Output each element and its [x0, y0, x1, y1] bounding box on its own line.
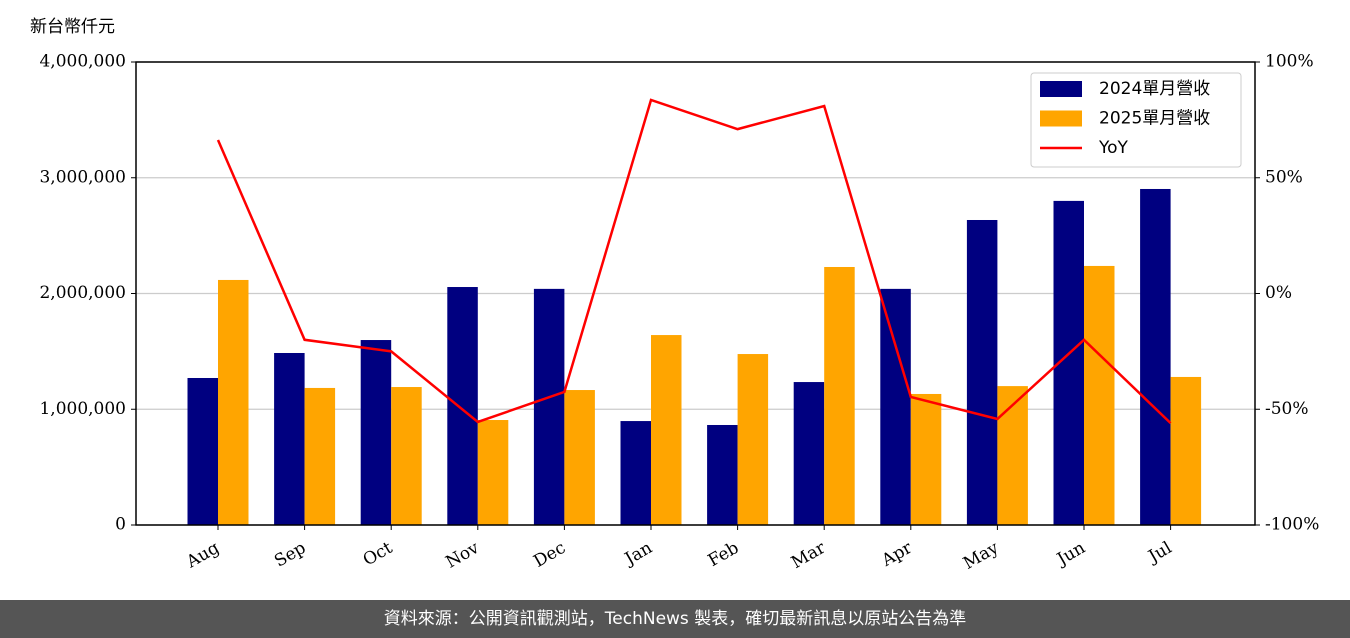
bar [1084, 265, 1115, 525]
bar [1140, 188, 1171, 525]
bar [391, 387, 422, 525]
bar [997, 386, 1028, 525]
x-tick-label: Mar [788, 537, 830, 573]
y2-tick-label: -50% [1265, 399, 1309, 419]
legend-box [1030, 72, 1242, 168]
y-tick-label: 0 [115, 515, 126, 535]
x-tick-label: Dec [530, 538, 569, 572]
x-tick-label: Apr [878, 537, 917, 571]
plot-frame [135, 61, 1256, 526]
y2-tick-label: 0% [1265, 283, 1292, 303]
y-axis-label: 新台幣仟元 [30, 17, 115, 37]
footer-bar [0, 600, 1350, 638]
bar [274, 352, 305, 525]
bar [620, 421, 651, 525]
bar [447, 287, 478, 525]
legend-swatch [1040, 81, 1082, 97]
bar [533, 288, 565, 525]
bar [824, 266, 855, 525]
legend-label: 2024單月營收 [1099, 79, 1210, 99]
x-tick-label: Jan [620, 538, 656, 570]
bar [360, 340, 392, 525]
x-tick-label: Feb [705, 538, 743, 571]
bar [737, 354, 769, 525]
bar [564, 390, 595, 525]
bar [966, 219, 998, 525]
y-tick-label: 1,000,000 [39, 399, 126, 419]
bar [304, 387, 336, 525]
legend-swatch [1040, 110, 1082, 127]
bar [910, 393, 942, 525]
y2-tick-label: -100% [1265, 515, 1319, 535]
footer-text: 資料來源：公開資訊觀測站，TechNews 製表，確切最新訊息以原站公告為準 [384, 609, 966, 629]
y2-tick-label: 100% [1265, 52, 1314, 72]
x-tick-label: Jul [1144, 538, 1176, 568]
x-tick-label: May [960, 538, 1003, 574]
bar [218, 279, 249, 525]
bar [880, 288, 911, 525]
bar [707, 424, 738, 525]
bar [651, 335, 682, 525]
y-tick-label: 3,000,000 [39, 167, 126, 187]
x-tick-label: Nov [442, 538, 482, 573]
x-tick-label: Jun [1052, 538, 1089, 571]
line [216, 98, 1172, 425]
legend-label: YoY [1098, 138, 1129, 158]
y-tick-label: 4,000,000 [39, 52, 126, 72]
x-tick-label: Sep [271, 538, 309, 572]
bar [793, 382, 825, 525]
bar [477, 420, 509, 525]
bar [1170, 376, 1202, 525]
legend-label: 2025單月營收 [1099, 109, 1210, 129]
y2-tick-label: 50% [1265, 167, 1303, 187]
x-tick-label: Aug [182, 538, 223, 573]
x-tick-label: Oct [360, 538, 396, 571]
bar [187, 377, 218, 525]
y-tick-label: 2,000,000 [39, 283, 126, 303]
